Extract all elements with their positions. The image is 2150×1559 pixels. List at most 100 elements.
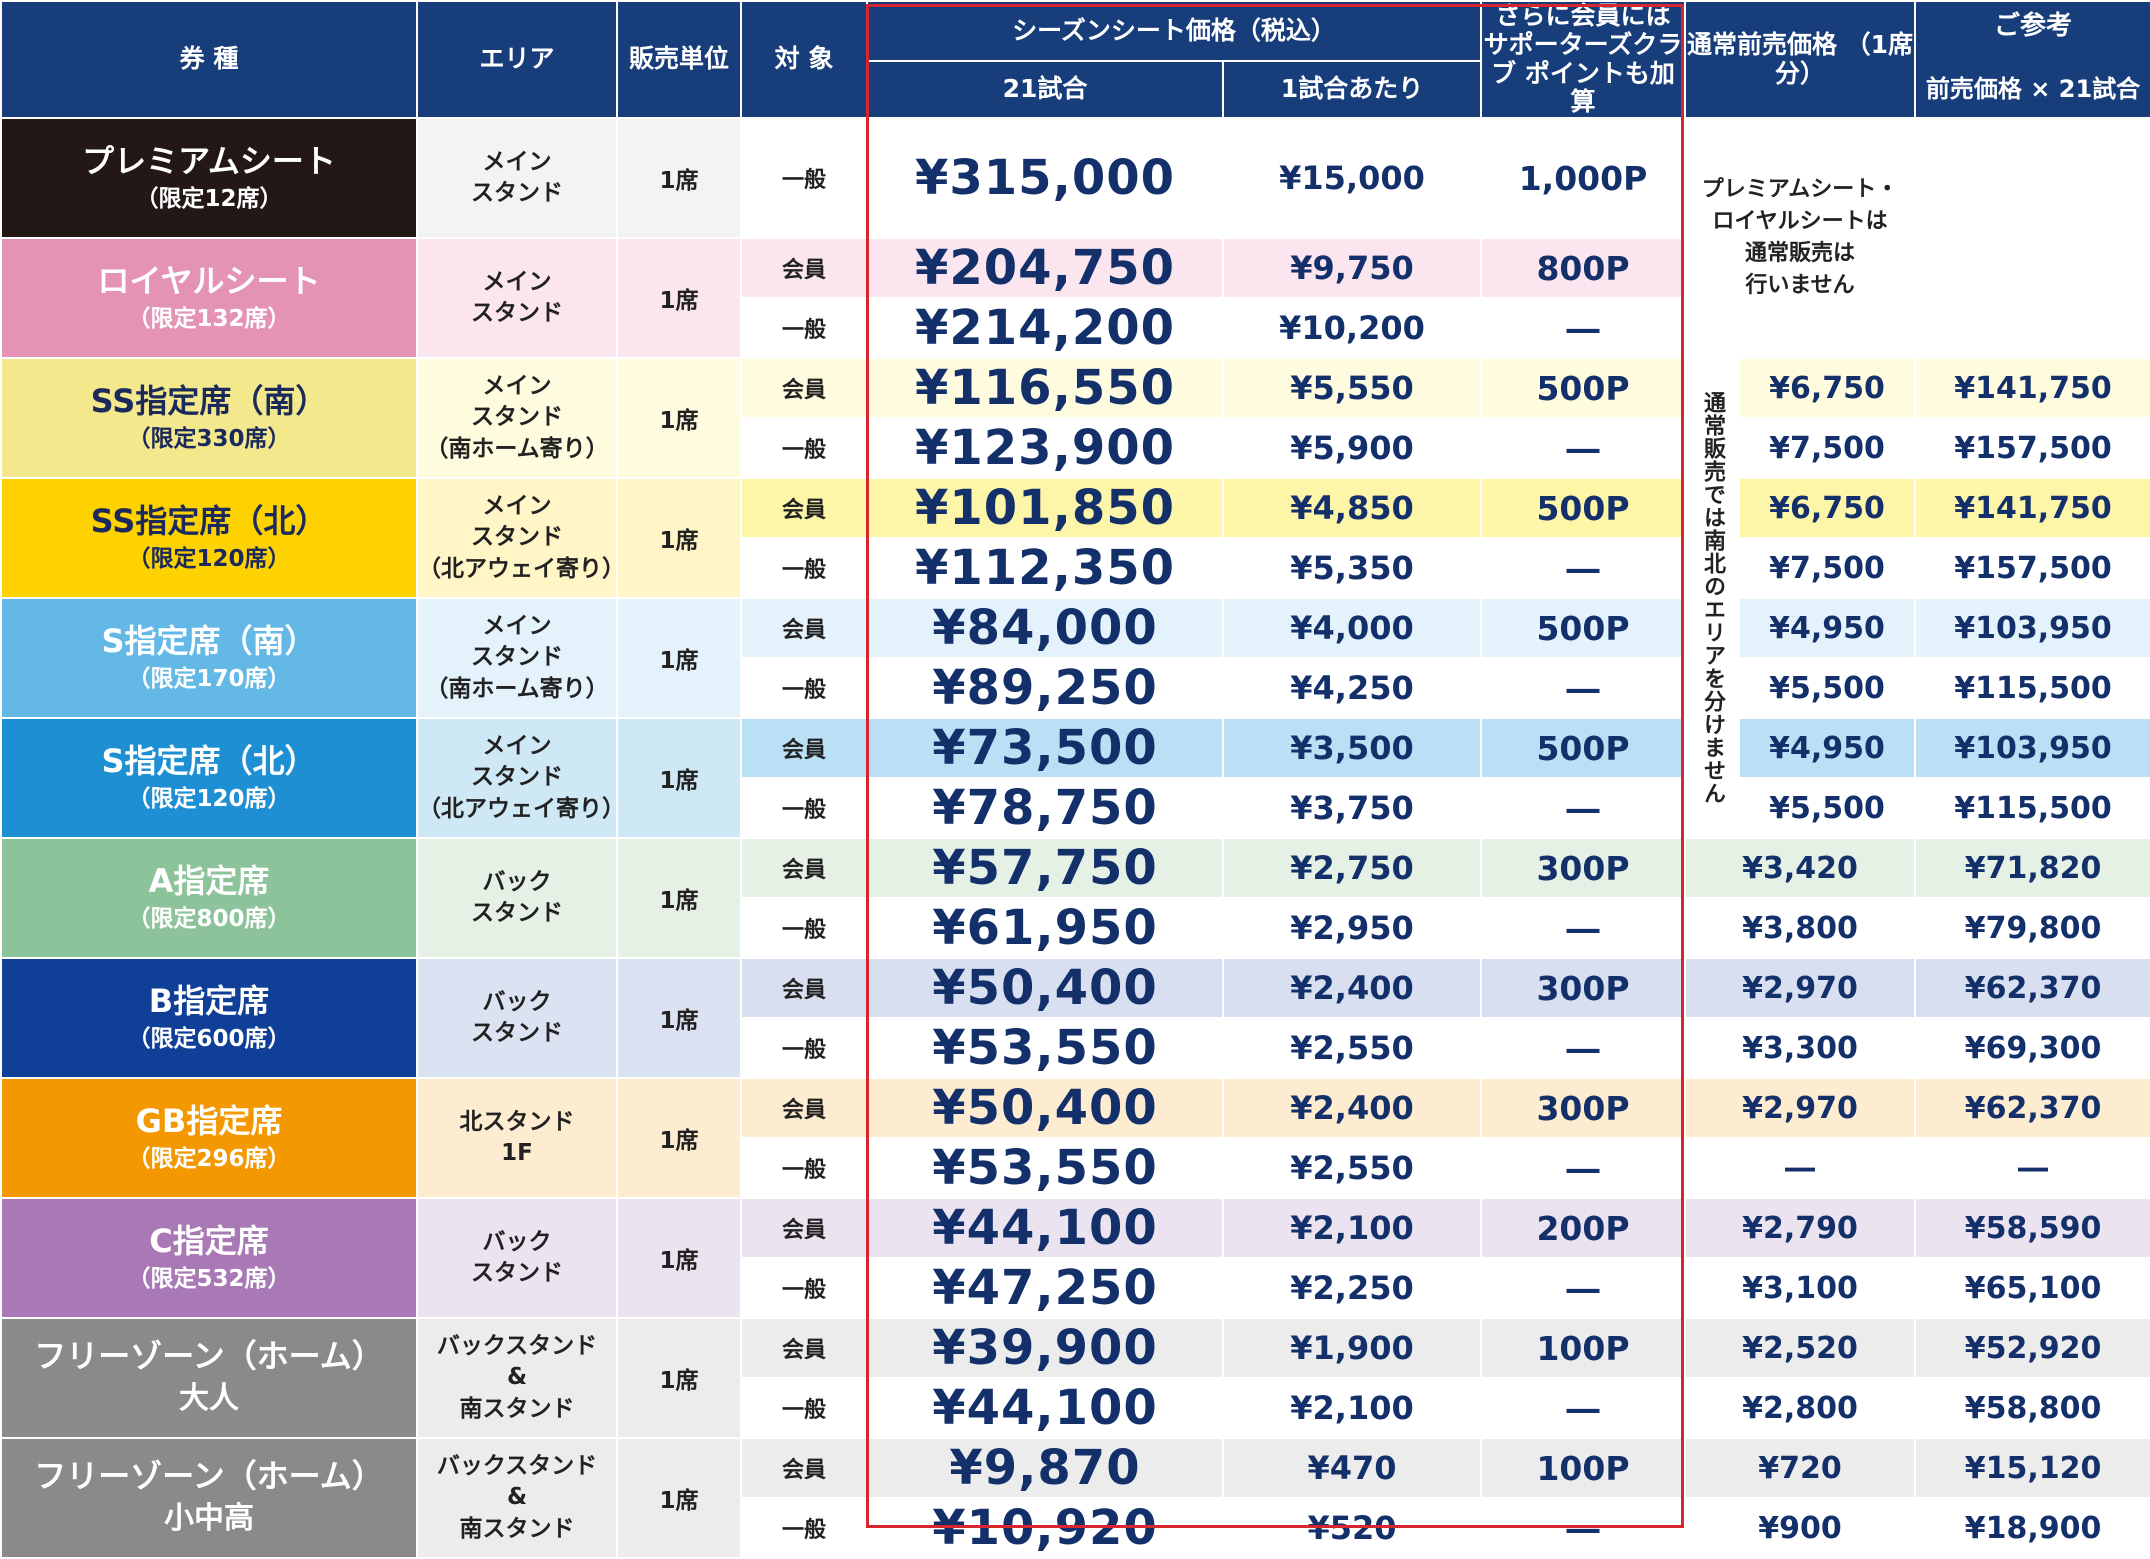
target-cell: 一般: [740, 897, 868, 959]
regular-price: ¥6,750: [1738, 477, 1917, 539]
area-cell: メイン スタンド （南ホーム寄り）: [416, 357, 618, 479]
seat-type-limit: （限定532席）: [127, 1265, 291, 1292]
supporter-points: ―: [1480, 537, 1687, 599]
target-cell: 会員: [740, 237, 868, 299]
supporter-points: ―: [1480, 1137, 1687, 1199]
seat-type-cell: GB指定席 （限定296席）: [0, 1077, 418, 1199]
header-area: エリア: [416, 0, 618, 119]
area-cell: バック スタンド: [416, 1197, 618, 1319]
price-per-game: ¥2,550: [1221, 1137, 1483, 1199]
table-row: 一般 ¥214,200 ¥10,200 ―: [1, 297, 2150, 359]
regular-price: ¥6,750: [1738, 357, 1917, 419]
table-row: 一般 ¥123,900 ¥5,900 ― ¥7,500 ¥157,500: [1, 417, 2150, 479]
reference-price: ¥71,820: [1914, 837, 2150, 899]
target-cell: 一般: [740, 1377, 868, 1439]
price-21-games: ¥61,950: [866, 897, 1224, 959]
seat-type-cell: フリーゾーン（ホーム） 小中高: [0, 1437, 418, 1559]
north-south-note: 通常販売では南北のエリアを分けません: [1684, 357, 1741, 839]
reference-price: ¥58,590: [1914, 1197, 2150, 1259]
target-cell: 一般: [740, 297, 868, 359]
table-row: ロイヤルシート （限定132席） メイン スタンド 1席 会員 ¥204,750 ¥9,75…: [0, 237, 2150, 359]
reference-price: ¥15,120: [1914, 1437, 2150, 1499]
price-per-game: ¥2,950: [1221, 897, 1483, 959]
price-per-game: ¥2,100: [1221, 1197, 1483, 1259]
seat-type-cell: B指定席 （限定600席）: [0, 957, 418, 1079]
reference-price: ―: [1914, 1137, 2150, 1199]
price-per-game: ¥3,750: [1221, 777, 1483, 839]
seat-type-cell: C指定席 （限定532席）: [0, 1197, 418, 1319]
table-row: フリーゾーン（ホーム） 小中高 バックスタンド & 南スタンド 1席 会員 ¥9,870 ¥…: [0, 1437, 2150, 1559]
table-row: S指定席（北） （限定120席） メイン スタンド （北アウェイ寄り） 1席 会員 ¥73…: [0, 717, 2150, 839]
area-cell: バック スタンド: [416, 837, 618, 959]
seat-type-name: フリーゾーン（ホーム）: [34, 1337, 384, 1376]
table-row: 一般 ¥53,550 ¥2,550 ― ¥3,300 ¥69,300: [1, 1017, 2150, 1079]
supporter-points: ―: [1480, 1257, 1687, 1319]
unit-cell: 1席: [616, 837, 742, 959]
unit-cell: 1席: [616, 1197, 742, 1319]
header-target: 対 象: [740, 0, 868, 119]
regular-price: ¥2,800: [1684, 1377, 1917, 1439]
seat-type-cell: A指定席 （限定800席）: [0, 837, 418, 959]
seat-type-limit: （限定12席）: [135, 185, 283, 212]
seat-type-limit: 大人: [179, 1380, 239, 1416]
seat-type-cell: ロイヤルシート （限定132席）: [0, 237, 418, 359]
seat-type-cell: S指定席（北） （限定120席）: [0, 717, 418, 839]
supporter-points: 800P: [1480, 237, 1687, 299]
target-cell: 会員: [740, 837, 868, 899]
price-21-games: ¥78,750: [866, 777, 1224, 839]
table-row: フリーゾーン（ホーム） 大人 バックスタンド & 南スタンド 1席 会員 ¥39,900 ¥…: [0, 1317, 2150, 1439]
table-row: 一般 ¥89,250 ¥4,250 ― ¥5,500 ¥115,500: [1, 657, 2150, 719]
target-cell: 会員: [740, 1077, 868, 1139]
target-cell: 一般: [740, 1137, 868, 1199]
target-cell: 一般: [740, 537, 868, 599]
table-row: 一般 ¥61,950 ¥2,950 ― ¥3,800 ¥79,800: [1, 897, 2150, 959]
target-cell: 会員: [740, 597, 868, 659]
area-cell: 北スタンド 1F: [416, 1077, 618, 1199]
seat-type-cell: プレミアムシート （限定12席）: [0, 117, 418, 239]
price-table-body: プレミアムシート （限定12席） メイン スタンド 1席 一般 ¥315,000 ¥15,0…: [0, 117, 2150, 1559]
regular-price: ¥5,500: [1738, 657, 1917, 719]
reference-price: ¥18,900: [1914, 1497, 2150, 1559]
seat-type-name: フリーゾーン（ホーム）: [34, 1457, 384, 1496]
price-per-game: ¥4,250: [1221, 657, 1483, 719]
regular-price: ¥4,950: [1738, 597, 1917, 659]
supporter-points: 300P: [1480, 837, 1687, 899]
regular-price: ¥5,500: [1738, 777, 1917, 839]
regular-price: ¥2,970: [1684, 957, 1917, 1019]
supporter-points: 500P: [1480, 357, 1687, 419]
reference-price: ¥103,950: [1914, 717, 2150, 779]
supporter-points: 1,000P: [1480, 117, 1687, 239]
unit-cell: 1席: [616, 597, 742, 719]
header-regular: 通常前売価格 （1席分）: [1684, 0, 1917, 119]
supporter-points: ―: [1480, 777, 1687, 839]
header-21-games: 21試合: [866, 59, 1224, 120]
seat-type-name: C指定席: [149, 1222, 269, 1261]
supporter-points: ―: [1480, 1377, 1687, 1439]
unit-cell: 1席: [616, 117, 742, 239]
reference-price: ¥157,500: [1914, 537, 2150, 599]
seat-type-cell: S指定席（南） （限定170席）: [0, 597, 418, 719]
unit-cell: 1席: [616, 1317, 742, 1439]
reference-price: ¥65,100: [1914, 1257, 2150, 1319]
target-cell: 会員: [740, 957, 868, 1019]
price-21-games: ¥214,200: [866, 297, 1224, 359]
table-row: 一般 ¥53,550 ¥2,550 ― ― ―: [1, 1137, 2150, 1199]
reference-price: ¥103,950: [1914, 597, 2150, 659]
price-per-game: ¥2,750: [1221, 837, 1483, 899]
regular-price: ¥3,100: [1684, 1257, 1917, 1319]
supporter-points: ―: [1480, 1497, 1687, 1559]
supporter-points: ―: [1480, 297, 1687, 359]
reference-price: ¥115,500: [1914, 657, 2150, 719]
target-cell: 一般: [740, 417, 868, 479]
price-per-game: ¥3,500: [1221, 717, 1483, 779]
price-per-game: ¥520: [1221, 1497, 1483, 1559]
price-21-games: ¥89,250: [866, 657, 1224, 719]
price-per-game: ¥2,400: [1221, 1077, 1483, 1139]
area-cell: メイン スタンド （北アウェイ寄り）: [416, 477, 618, 599]
seat-type-cell: SS指定席（南） （限定330席）: [0, 357, 418, 479]
price-per-game: ¥15,000: [1221, 117, 1483, 239]
area-cell: メイン スタンド （南ホーム寄り）: [416, 597, 618, 719]
regular-price: ¥3,420: [1684, 837, 1917, 899]
seat-type-name: A指定席: [148, 862, 270, 901]
